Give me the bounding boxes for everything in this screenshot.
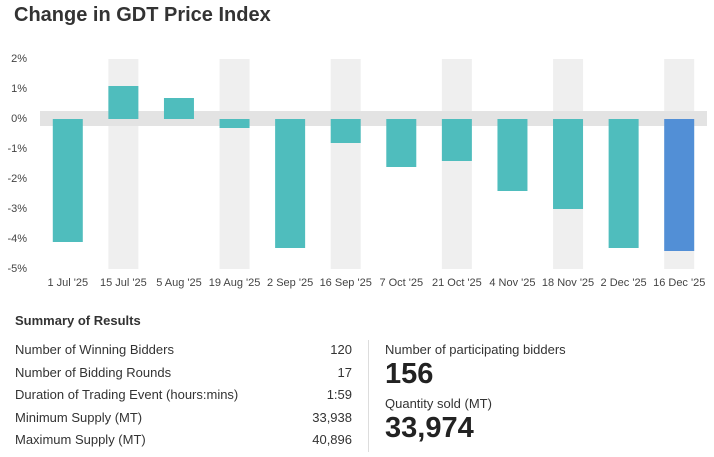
y-tick-label: -2% [7,173,27,185]
summary-row: Maximum Supply (MT) 40,896 [15,432,352,447]
x-tick-label: 5 Aug '25 [156,277,202,289]
x-tick-label: 18 Nov '25 [542,277,594,289]
y-tick-label: -4% [7,233,27,245]
row-label: Duration of Trading Event (hours:mins) [15,387,239,402]
column-band [219,59,250,269]
stat-value: 156 [385,358,434,390]
column-band [330,59,361,269]
bar [52,119,83,242]
bar [497,119,528,191]
y-tick-label: -5% [7,263,27,275]
summary-row: Number of Winning Bidders 120 [15,342,352,357]
bar [608,119,639,248]
bar [553,119,584,209]
summary-row: Number of Bidding Rounds 17 [15,365,352,380]
row-label: Number of Winning Bidders [15,342,174,357]
row-value: 1:59 [326,387,352,402]
y-tick-label: 2% [11,53,27,65]
chart: 2% 1% 0% -1% -2% -3% -4% -5% 1 Jul '25 15 Jul '25… [7,53,707,289]
y-tick-label: -1% [7,143,27,155]
bar [108,86,139,119]
stat-value: 33,974 [385,412,474,444]
y-tick-label: -3% [7,203,27,215]
y-tick-label: 0% [11,113,27,125]
x-tick-label: 15 Jul '25 [100,277,147,289]
bar [163,98,194,119]
summary-row: Duration of Trading Event (hours:mins) 1:… [15,387,352,402]
x-tick-label: 2 Sep '25 [267,277,313,289]
stat-label: Quantity sold (MT) [385,396,492,411]
stat-label: Number of participating bidders [385,342,566,357]
bar [275,119,306,248]
summary-row: Minimum Supply (MT) 33,938 [15,410,352,425]
chart-title: Change in GDT Price Index [14,4,271,26]
x-tick-label: 7 Oct '25 [379,277,423,289]
x-tick-label: 2 Dec '25 [601,277,647,289]
row-value: 40,896 [312,432,352,447]
bar [330,119,361,143]
row-value: 17 [337,364,352,380]
x-tick-label: 21 Oct '25 [432,277,482,289]
row-value: 120 [330,342,352,357]
y-tick-label: 1% [11,83,27,95]
column-band [441,59,472,269]
x-tick-label: 4 Nov '25 [489,277,535,289]
row-label: Minimum Supply (MT) [15,409,143,425]
x-tick-label: 19 Aug '25 [209,277,261,289]
row-label: Maximum Supply (MT) [15,432,146,447]
bar [441,119,472,161]
row-label: Number of Bidding Rounds [15,364,172,380]
x-tick-label: 16 Sep '25 [320,277,372,289]
x-tick-label: 1 Jul '25 [47,277,88,289]
row-value: 33,938 [312,409,352,425]
bar [219,119,250,128]
x-tick-label: 16 Dec '25 [653,277,705,289]
summary-title: Summary of Results [15,313,141,328]
bar [386,119,417,167]
divider [368,340,369,452]
zero-band [40,111,707,126]
bar [664,119,695,251]
